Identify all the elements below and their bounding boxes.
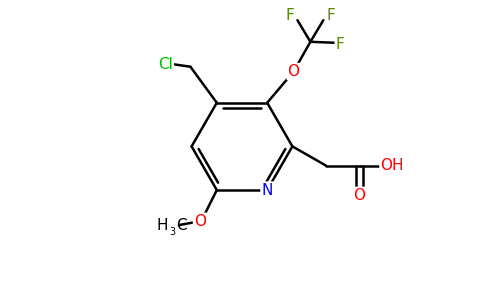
- Text: O: O: [354, 188, 365, 203]
- Text: 3: 3: [169, 227, 175, 237]
- Text: F: F: [286, 8, 295, 23]
- Text: O: O: [287, 64, 300, 79]
- Text: F: F: [336, 37, 345, 52]
- Text: OH: OH: [380, 158, 404, 173]
- Text: H: H: [156, 218, 168, 232]
- Text: C: C: [176, 218, 187, 232]
- Text: O: O: [194, 214, 206, 229]
- Text: Cl: Cl: [158, 57, 173, 72]
- Text: N: N: [261, 182, 273, 197]
- Text: F: F: [326, 8, 335, 23]
